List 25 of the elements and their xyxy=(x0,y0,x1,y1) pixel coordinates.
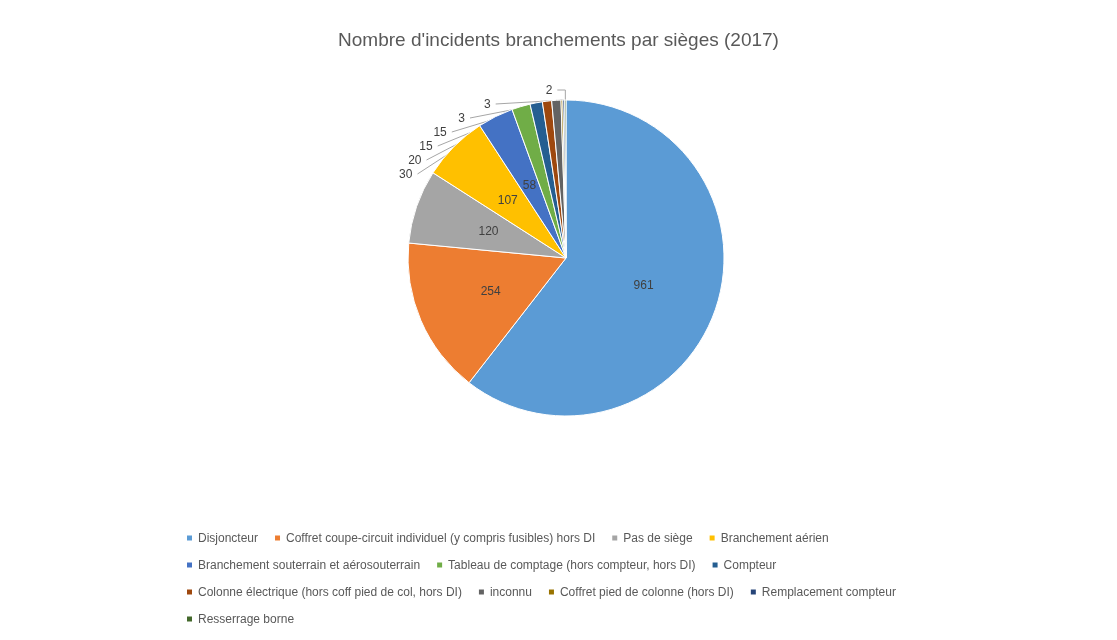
data-label: 107 xyxy=(497,193,519,208)
legend-label: Branchement aérien xyxy=(720,531,829,545)
data-label: 961 xyxy=(633,277,654,292)
legend-label: Resserrage borne xyxy=(198,612,295,626)
legend-label: Colonne électrique (hors coff pied de col, hors DI) xyxy=(198,585,462,599)
legend-label: inconnu xyxy=(489,585,532,599)
legend-label: Branchement souterrain et aérosouterrain xyxy=(198,558,421,572)
data-label: 120 xyxy=(478,224,499,239)
legend-label: Remplacement compteur xyxy=(761,585,896,599)
data-label: 20 xyxy=(408,153,422,167)
data-label: 254 xyxy=(480,283,502,298)
chart-title: Nombre d'incidents branchements par sièges (2017) xyxy=(338,29,779,50)
legend-label: Disjoncteur xyxy=(198,531,259,545)
data-label: 3 xyxy=(483,97,491,111)
legend-label: Coffret coupe-circuit individuel (y compris fusibles) hors DI xyxy=(286,531,596,545)
data-label: 2 xyxy=(545,83,553,97)
legend-label: Coffret pied de colonne (hors DI) xyxy=(559,585,734,599)
data-label: 3 xyxy=(458,111,466,125)
data-label: 15 xyxy=(419,139,434,153)
data-label: 58 xyxy=(522,177,537,192)
data-label: 15 xyxy=(433,125,448,139)
legend-label: Pas de siège xyxy=(623,531,693,545)
data-label: 30 xyxy=(399,167,413,181)
legend-label: Compteur xyxy=(723,558,777,572)
legend-label: Tableau de comptage (hors compteur, hors DI) xyxy=(448,558,696,572)
